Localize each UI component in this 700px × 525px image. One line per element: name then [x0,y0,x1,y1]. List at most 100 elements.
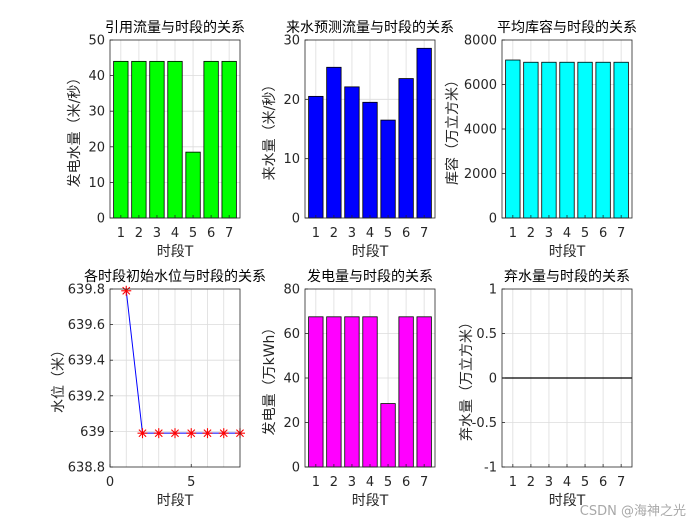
chart3-xtick-label: 4 [563,226,571,241]
chart3-ytick-label: 0 [489,212,497,227]
chart4-axes-frame [109,288,241,468]
chart4-ytick-label: 639.6 [68,318,105,333]
chart1-ylabel: 发电水量（米/秒） [67,71,83,188]
chart3-bar [505,59,521,219]
chart6-ytick-label: -1 [484,461,497,476]
chart4-point [137,428,148,439]
watermark: CSDN @海神之光 [579,504,686,519]
chart5-xtick-label: 3 [348,475,356,490]
chart4-xlabel: 时段T [157,493,194,509]
chart6-ytick-label: 0 [489,372,497,387]
chart3-bar [613,61,629,219]
chart1-xtick-label: 5 [189,226,197,241]
chart2-ytick-label: 0 [292,212,300,227]
chart6-xtick-label: 3 [545,475,553,490]
chart5-xlabel: 时段T [352,493,389,509]
chart4-point [153,428,164,439]
chart2-bar [362,101,378,219]
chart4-point [186,428,197,439]
chart1-ytick-label: 20 [88,140,105,155]
chart5-bar [398,316,414,468]
chart4-xtick-label: 0 [106,475,114,490]
chart6-xtick-label: 7 [617,475,625,490]
chart4-ytick-label: 639.4 [68,354,105,369]
chart2-ytick-label: 10 [283,152,300,167]
chart3-ytick-label: 8000 [464,34,497,49]
chart2-xlabel: 时段T [352,244,389,260]
chart1-ytick-label: 30 [88,105,105,120]
chart5-ytick-label: 60 [283,327,300,342]
chart2-bar [416,47,432,219]
chart2-title: 来水预测流量与时段的关系 [286,20,454,36]
chart1-ytick-label: 0 [97,212,105,227]
chart3-bar [523,61,539,219]
chart6-title: 弃水量与时段的关系 [504,269,630,285]
chart3-ytick-label: 4000 [464,123,497,138]
chart5-xtick-label: 6 [402,475,410,490]
chart5-bar [326,316,342,468]
chart5-ytick-label: 80 [283,283,300,298]
chart2-xtick-label: 3 [348,226,356,241]
chart3-xtick-label: 5 [581,226,589,241]
chart3-xtick-label: 6 [599,226,607,241]
chart1-bar [113,60,129,219]
chart1-bar [149,60,165,219]
chart6-ytick-label: 1 [489,283,497,298]
chart3-bar [559,61,575,219]
chart4-point [121,285,132,296]
chart6-xtick-label: 6 [599,475,607,490]
chart6-ytick-label: -0.5 [472,416,497,431]
chart1-xlabel: 时段T [157,244,194,260]
chart1-xtick-label: 7 [225,226,233,241]
chart3-bar [595,61,611,219]
chart3-bar [541,61,557,219]
chart5-bar [416,316,432,468]
chart2-xtick-label: 4 [366,226,374,241]
chart2-xtick-label: 1 [312,226,320,241]
chart3-xlabel: 时段T [549,244,586,260]
chart1-bar [167,60,183,219]
chart5-xtick-label: 1 [312,475,320,490]
chart3-ylabel: 库容（万立方米） [444,73,461,185]
chart2-xtick-label: 7 [420,226,428,241]
chart1-xtick-label: 2 [135,226,143,241]
chart2-ylabel: 来水量（米/秒） [262,78,278,181]
chart6-xtick-label: 4 [563,475,571,490]
chart5-xtick-label: 2 [330,475,338,490]
chart1-xtick-label: 4 [171,226,179,241]
chart5-ytick-label: 20 [283,416,300,431]
chart1-bar [221,60,237,219]
chart5-xtick-label: 5 [384,475,392,490]
chart4-point [202,428,213,439]
chart6-xtick-label: 5 [581,475,589,490]
chart6-xtick-label: 1 [509,475,517,490]
chart1-ytick-label: 10 [88,176,105,191]
chart2-bar [344,86,360,219]
chart2-xtick-label: 6 [402,226,410,241]
chart5-xtick-label: 4 [366,475,374,490]
chart4-xtick-label: 5 [187,475,195,490]
chart3-ytick-label: 2000 [464,167,497,182]
chart4-ylabel: 水位（米） [51,343,67,413]
chart2-bar [380,119,396,219]
chart5-ytick-label: 0 [292,461,300,476]
chart6-xlabel: 时段T [549,493,586,509]
chart3-bar [577,61,593,219]
chart1-xtick-label: 6 [207,226,215,241]
chart5-bar [362,316,378,468]
chart4-point [218,428,229,439]
chart1-bar [131,60,147,219]
chart1-bar [185,151,201,219]
chart3-xtick-label: 3 [545,226,553,241]
chart1-ytick-label: 50 [88,34,105,49]
chart4-ytick-label: 639 [80,425,105,440]
chart1-xtick-label: 1 [117,226,125,241]
chart1-title: 引用流量与时段的关系 [105,20,245,36]
chart5-bar [344,316,360,468]
chart5-title: 发电量与时段的关系 [307,269,433,285]
chart1-ytick-label: 40 [88,69,105,84]
chart2-ytick-label: 20 [283,93,300,108]
chart2-xtick-label: 5 [384,226,392,241]
chart3-xtick-label: 7 [617,226,625,241]
